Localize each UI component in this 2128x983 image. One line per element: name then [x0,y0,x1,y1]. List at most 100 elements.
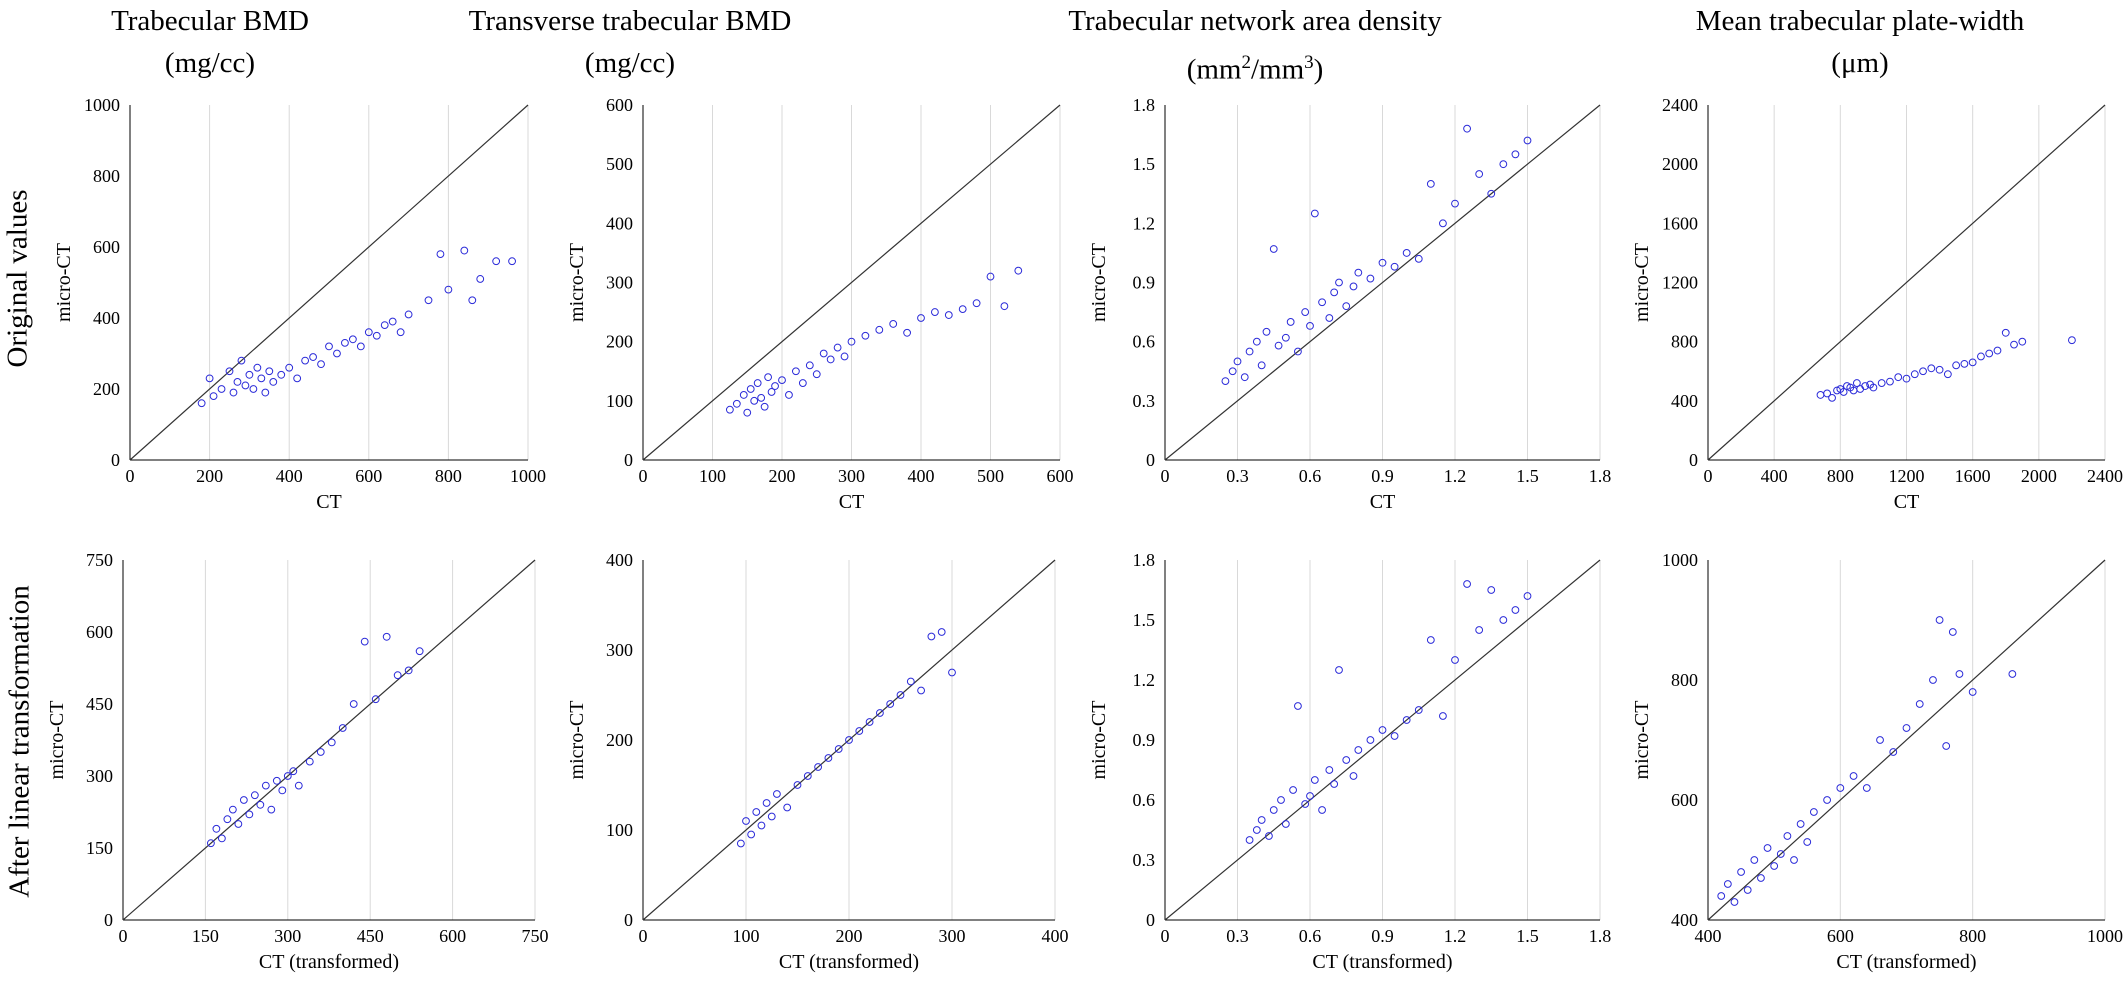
data-point [1823,796,1831,804]
column-title-4: Mean trabecular plate-width (μm) [1640,0,2080,84]
data-point [404,310,413,319]
data-point [739,391,748,399]
scatter-panel-1: 0 200 400 600 800 1000 0 200 400 600 800 1000 CT micr… [53,95,546,513]
data-point [1902,374,1911,383]
data-point [1240,373,1249,382]
y-tick-label: 100 [606,391,633,411]
data-point [1277,796,1285,804]
data-point [1861,382,1870,390]
data-point [1000,302,1009,311]
data-point [436,250,445,259]
data-point [747,830,756,839]
data-point [206,839,215,848]
data-point [944,311,953,319]
data-point [1402,716,1411,724]
x-tick-label: 800 [1959,926,1986,946]
data-point [265,367,274,376]
data-point [1257,816,1266,824]
y-axis-label: micro-CT [53,243,75,322]
data-point [1286,318,1295,326]
data-point [316,748,325,756]
x-tick-label: 0.6 [1299,926,1322,946]
data-point [845,736,853,744]
y-tick-label: 600 [1671,790,1698,810]
data-point [812,370,821,379]
y-tick-label: 800 [93,166,120,186]
data-point [424,296,433,305]
x-tick-label: 200 [836,926,863,946]
data-point [253,363,262,372]
data-point [896,691,905,699]
data-point [833,343,842,352]
data-point [805,361,814,370]
data-point [388,317,397,326]
data-point [876,709,884,717]
x-axis-label: CT [1894,491,1920,513]
data-point [1862,784,1871,792]
y-axis-label: micro-CT [566,243,588,322]
data-point [948,668,956,677]
data-point [746,385,755,393]
data-point [444,285,453,294]
data-point [1723,880,1732,888]
data-point [1349,282,1358,291]
data-point [753,379,762,387]
data-point [767,388,776,396]
data-point [1378,726,1387,734]
y-tick-label: 400 [93,308,120,328]
y-tick-label: 500 [606,154,633,174]
data-point [1935,365,1944,374]
data-point [217,834,226,843]
x-axis-label: CT (transformed) [259,951,399,973]
column-title-2: Transverse trabecular BMD (mg/cc) [390,0,870,84]
y-tick-label: 0 [104,910,113,930]
y-tick-label: 1000 [1662,550,1698,570]
y-tick-label: 0 [1689,450,1698,470]
data-point [1717,892,1726,900]
data-point [396,328,405,337]
data-point [783,803,792,812]
column-title-1-unit: (mg/cc) [164,47,256,79]
data-point [348,335,357,344]
data-point [752,808,761,816]
y-tick-label: 0.6 [1133,332,1156,352]
data-point [205,374,214,383]
scatter-panel-7: 0 0.3 0.6 0.9 1.2 1.5 1.8 0 0.3 0.6 0.9 1.2 1.5 1.8 CT… [1088,550,1611,973]
y-tick-label: 1200 [1662,273,1698,293]
y-tick-label: 1.8 [1133,95,1156,115]
data-point [1828,393,1836,402]
x-tick-label: 1.8 [1589,926,1612,946]
data-point [814,763,822,771]
data-point [847,337,856,346]
unit-part-2: /mm [1250,53,1305,86]
data-point [245,810,254,819]
x-tick-label: 1.8 [1589,466,1612,486]
data-point [212,824,221,833]
data-point [1330,780,1339,788]
y-axis-label: micro-CT [566,701,588,780]
data-point [404,666,413,675]
data-point [468,296,477,305]
data-point [826,355,835,364]
data-point [460,246,469,255]
data-point [223,815,232,824]
x-tick-label: 1000 [2087,926,2123,946]
scatter-panel-3: 0 0.3 0.6 0.9 1.2 1.5 1.8 0 0.3 0.6 0.9 1.2 1.5 1.8 CT… [1088,95,1611,513]
data-point [931,308,939,316]
data-point [1306,321,1314,330]
data-point [1783,832,1792,840]
data-point [1289,786,1297,794]
data-point [742,817,750,825]
y-tick-label: 1.8 [1133,550,1156,570]
data-point [750,396,759,405]
x-axis-label: CT (transformed) [1836,951,1976,973]
column-title-4-name: Mean trabecular plate-width [1695,5,2025,37]
data-point [301,356,310,365]
x-axis-label: CT [316,491,342,513]
data-point [277,370,286,379]
column-title-1-name: Trabecular BMD [111,5,309,37]
data-point [1968,358,1977,367]
data-point [1354,268,1363,277]
x-axis-label: CT [839,491,865,513]
x-tick-label: 200 [769,466,796,486]
